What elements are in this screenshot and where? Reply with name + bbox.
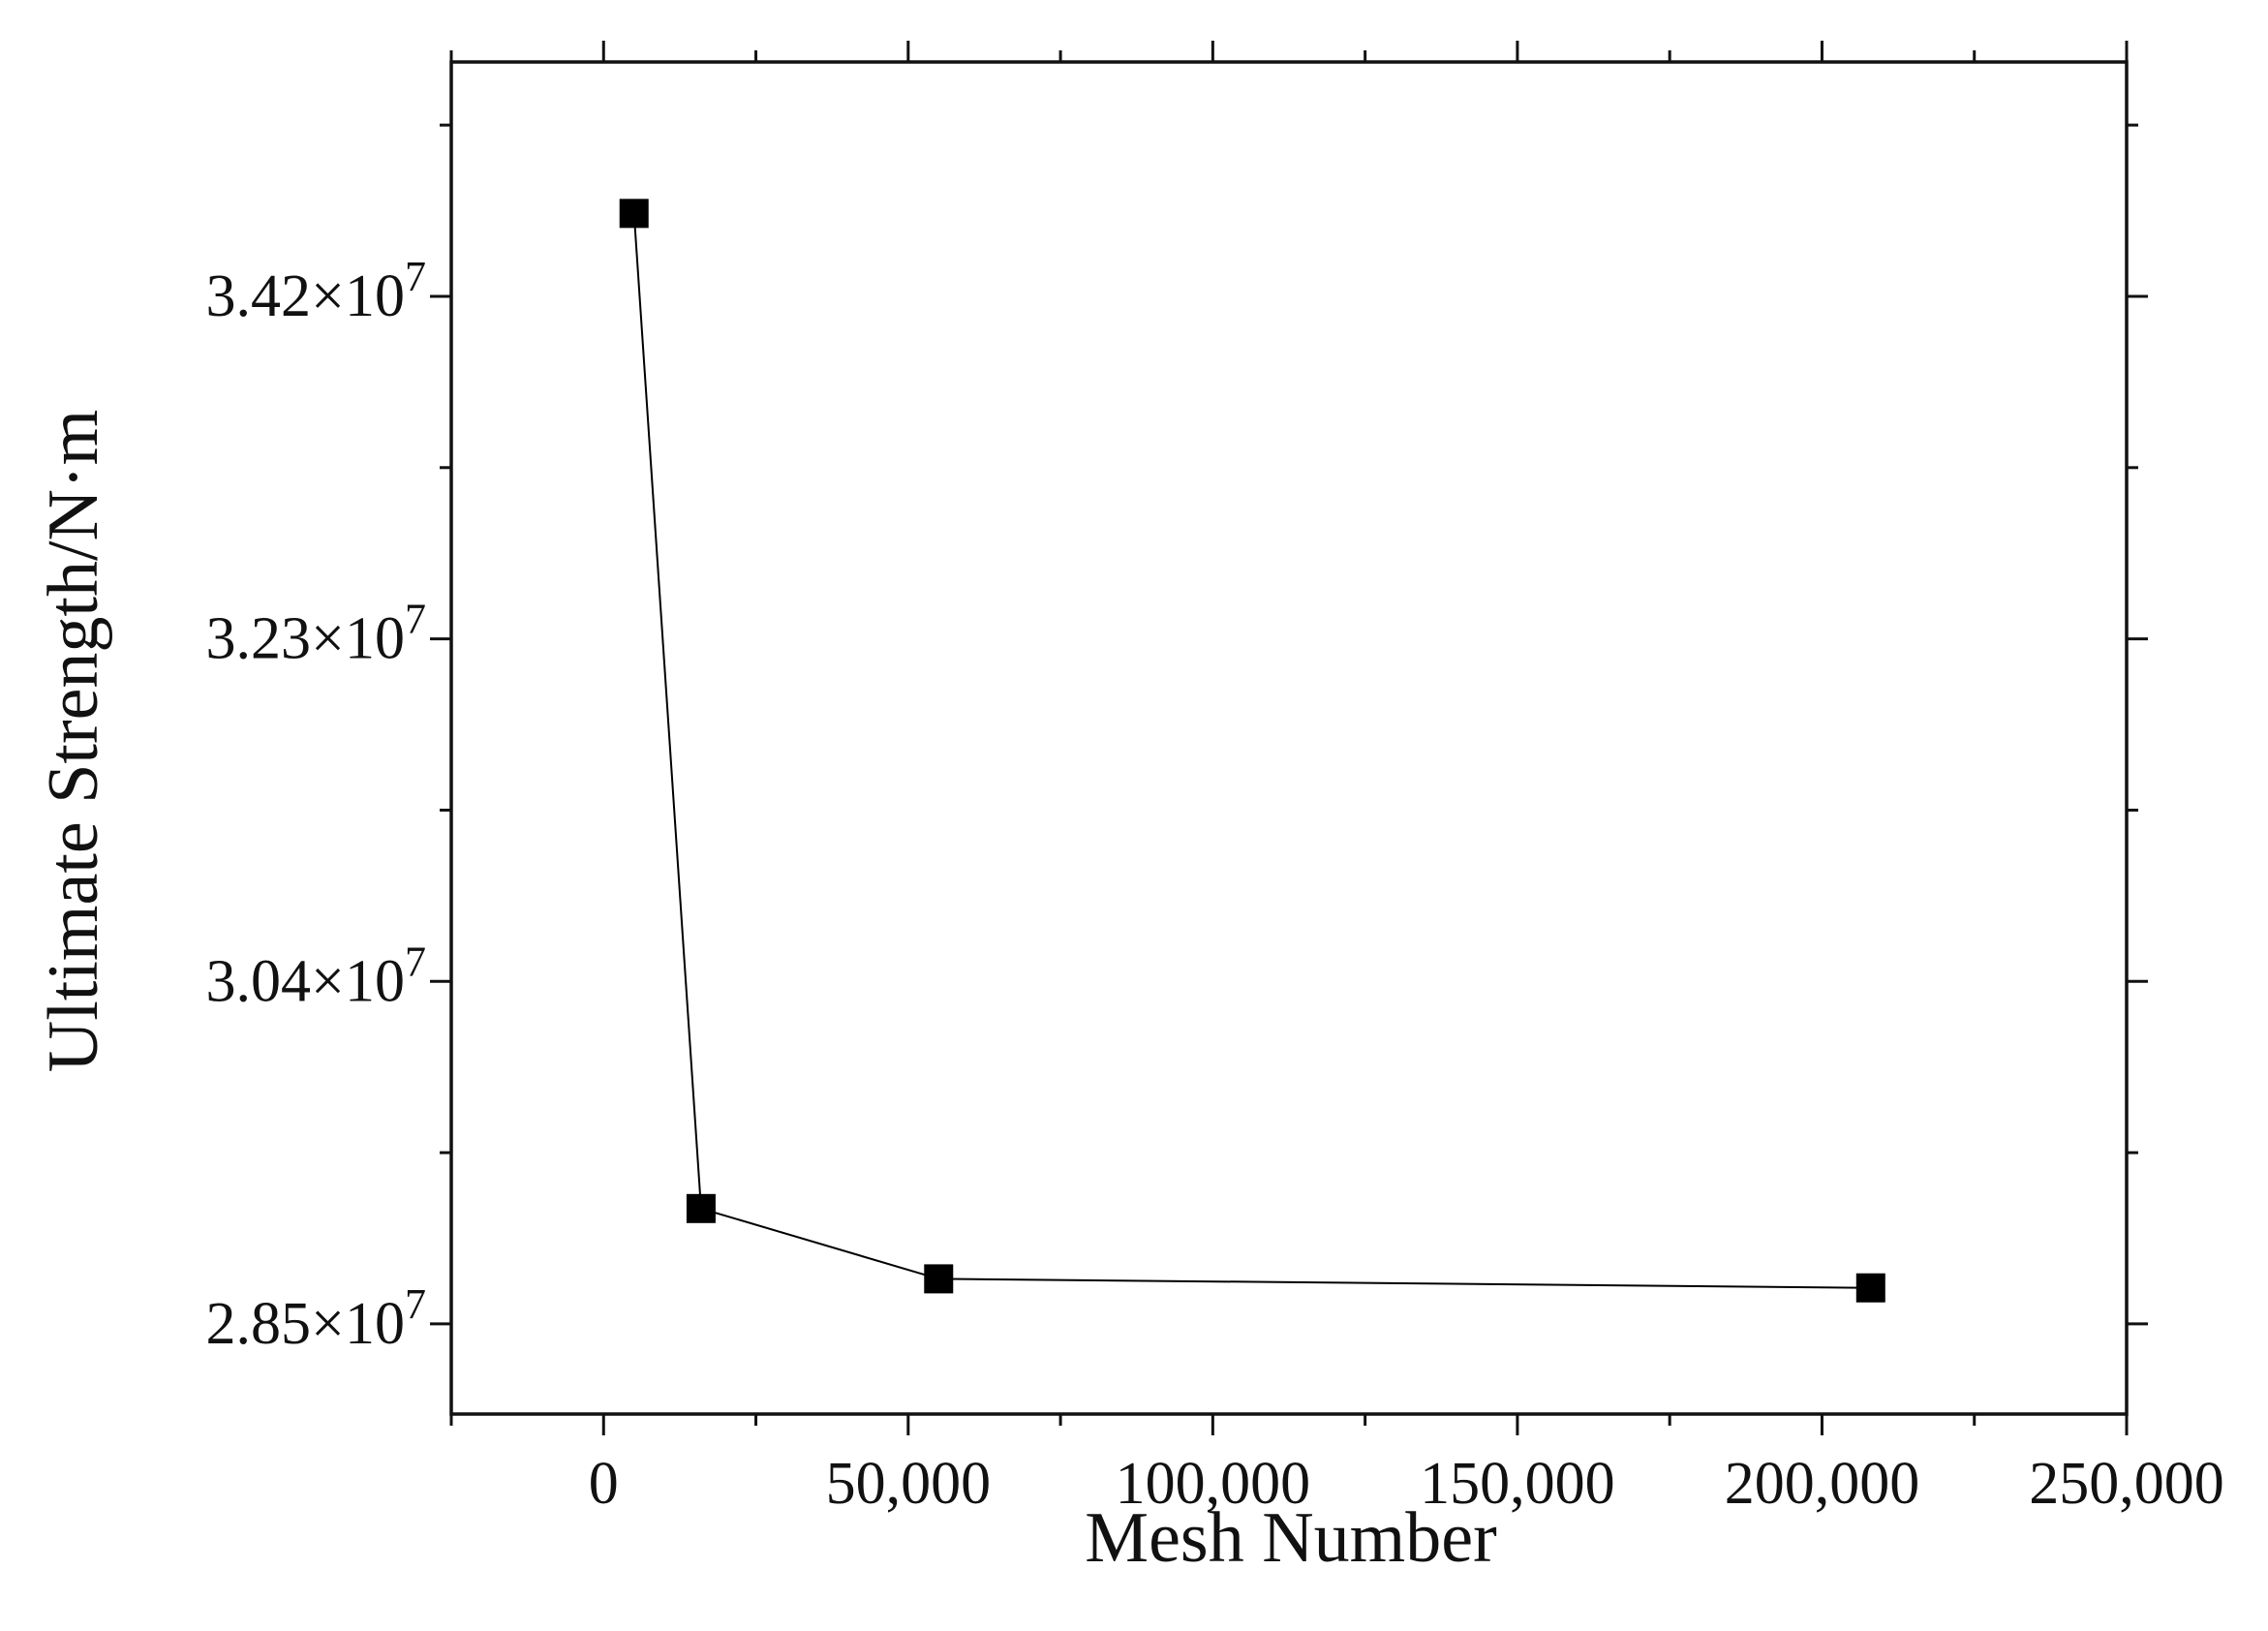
series-line [619, 199, 1885, 1303]
y-tick-label: 3.23×107 [206, 596, 426, 672]
y-tick-label: 3.04×107 [206, 938, 426, 1014]
tick-labels: 0 50,000 100,000 150,000 200,000 250,000 3.42×… [206, 253, 2224, 1517]
data-point-marker [686, 1193, 716, 1223]
plot-frame [449, 60, 2129, 1416]
x-axis-title: Mesh Number [1085, 1498, 1496, 1578]
data-point-marker [1855, 1273, 1885, 1303]
x-tick-label: 100,000 [1116, 1451, 1311, 1517]
y-tick-label: 3.42×107 [206, 253, 426, 329]
y-tick-label: 2.85×107 [206, 1280, 426, 1357]
series-line-path [632, 213, 1871, 1289]
x-tick-label: 0 [589, 1451, 619, 1517]
data-point-marker [924, 1264, 954, 1294]
axes [430, 41, 2148, 1435]
x-tick-label: 250,000 [2029, 1451, 2224, 1517]
x-tick-label: 150,000 [1420, 1451, 1615, 1517]
x-tick-label: 200,000 [1725, 1451, 1920, 1517]
y-axis-title: Ultimate Strength/N·m [34, 410, 113, 1072]
data-point-marker [619, 199, 649, 229]
x-tick-label: 50,000 [826, 1451, 992, 1517]
